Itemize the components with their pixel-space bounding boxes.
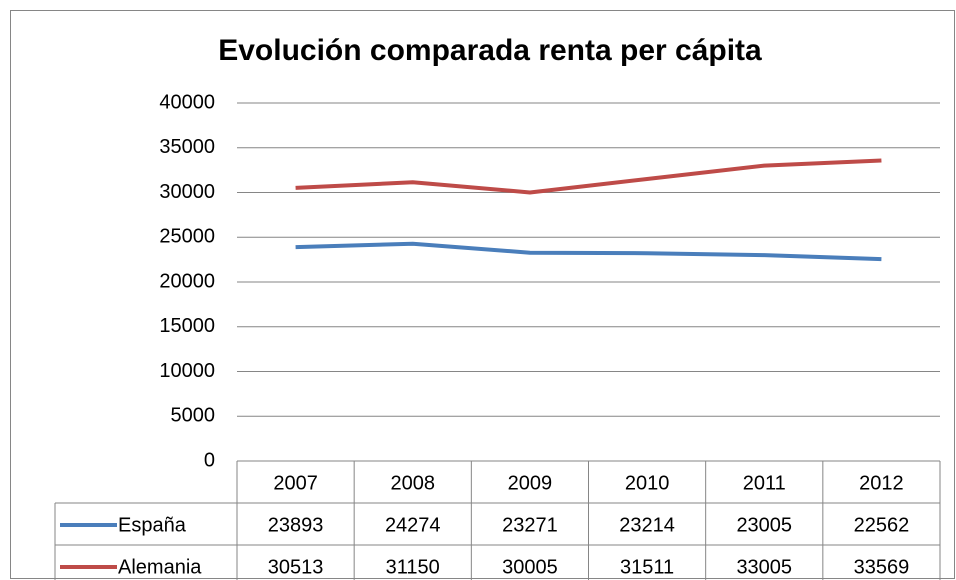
table-value: 22562 xyxy=(854,514,910,536)
y-tick-label: 5000 xyxy=(171,405,216,427)
x-tick-label: 2007 xyxy=(273,472,318,494)
x-tick-label: 2009 xyxy=(508,472,553,494)
legend-label: España xyxy=(118,514,187,536)
y-tick-label: 25000 xyxy=(159,226,215,248)
y-tick-label: 10000 xyxy=(159,360,215,382)
table-value: 31150 xyxy=(386,556,440,578)
table-value: 31511 xyxy=(620,556,674,578)
y-tick-label: 30000 xyxy=(159,181,215,203)
table-value: 33005 xyxy=(736,556,792,578)
chart-title: Evolución comparada renta per cápita xyxy=(218,34,762,67)
series-line xyxy=(295,158,882,195)
table-value: 23271 xyxy=(502,514,558,536)
series-line xyxy=(295,241,882,262)
y-tick-label: 20000 xyxy=(159,270,215,292)
y-tick-label: 40000 xyxy=(159,91,215,113)
table-value: 30005 xyxy=(502,556,558,578)
x-tick-label: 2011 xyxy=(743,472,786,494)
x-tick-label: 2008 xyxy=(391,472,436,494)
x-tick-label: 2012 xyxy=(859,472,904,494)
table-value: 24274 xyxy=(385,514,441,536)
chart-border xyxy=(10,10,955,579)
table-value: 23893 xyxy=(268,514,324,536)
table-value: 23214 xyxy=(619,514,675,536)
legend-label: Alemania xyxy=(118,556,202,578)
table-value: 30513 xyxy=(268,556,324,578)
table-value: 33569 xyxy=(854,556,910,578)
table-value: 23005 xyxy=(736,514,792,536)
y-tick-label: 0 xyxy=(204,449,215,471)
y-tick-label: 15000 xyxy=(159,315,215,337)
x-tick-label: 2010 xyxy=(625,472,670,494)
y-tick-label: 35000 xyxy=(159,136,215,158)
